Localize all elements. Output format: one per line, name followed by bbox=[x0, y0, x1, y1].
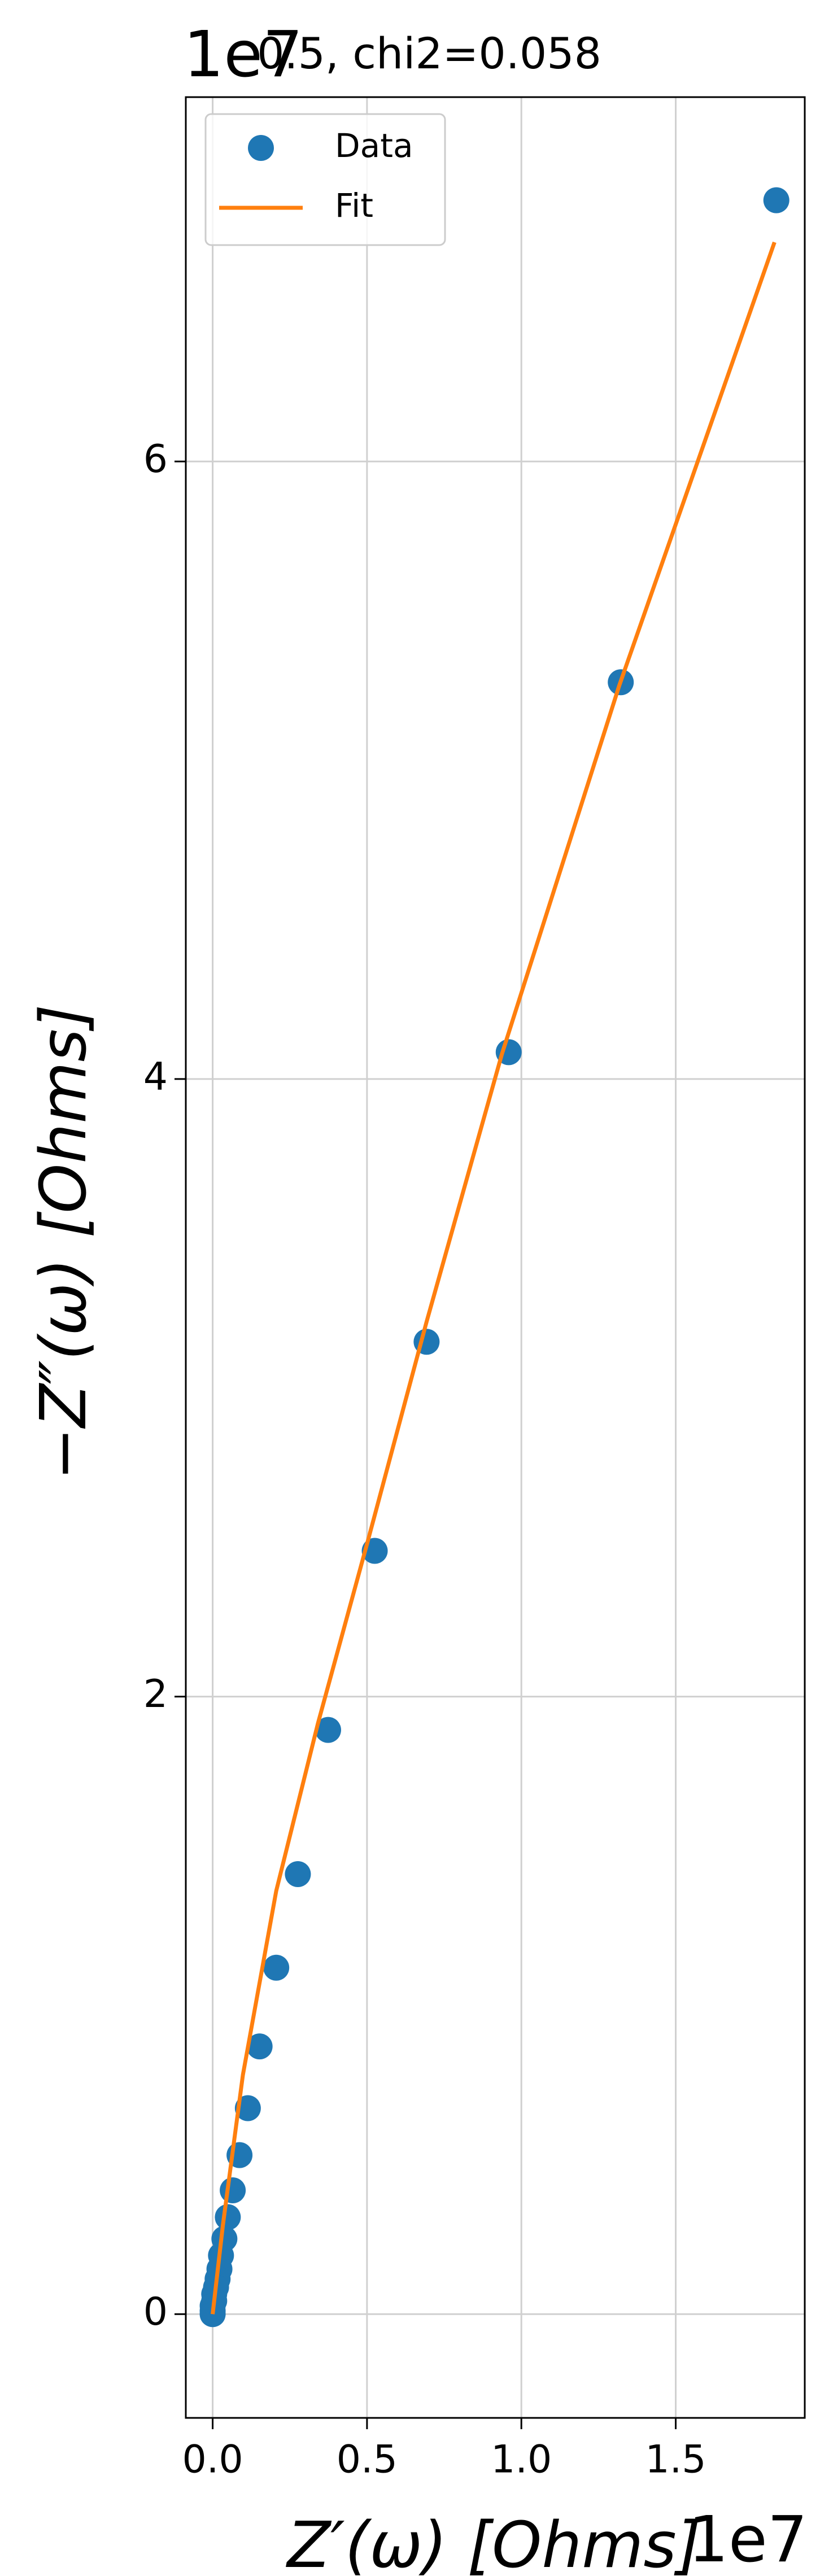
y-tick-label: 6 bbox=[143, 437, 168, 482]
data-point bbox=[234, 2095, 261, 2121]
y-offset: 1e7 bbox=[184, 18, 303, 91]
y-axis-label: −Z″(ω) [Ohms] bbox=[27, 1004, 101, 1480]
chart-title: 0.5, chi2=0.058 bbox=[257, 28, 601, 78]
data-point bbox=[246, 2033, 273, 2060]
x-tick-label: 0.5 bbox=[337, 2438, 398, 2482]
legend-label: Fit bbox=[335, 186, 373, 225]
y-tick-label: 0 bbox=[143, 2290, 168, 2334]
legend-marker bbox=[248, 135, 274, 161]
data-point bbox=[285, 1861, 311, 1888]
data-point bbox=[763, 187, 790, 213]
x-tick-label: 1.5 bbox=[645, 2438, 706, 2482]
fit-line bbox=[211, 241, 777, 2315]
y-tick-label: 2 bbox=[143, 1672, 168, 1717]
plot-frame bbox=[185, 96, 806, 2419]
legend-label: Data bbox=[335, 126, 413, 165]
data-point bbox=[263, 1954, 290, 1981]
x-axis-label: Z′(ω) [Ohms] bbox=[286, 2509, 701, 2576]
x-offset: 1e7 bbox=[688, 2503, 808, 2576]
y-tick-label: 4 bbox=[143, 1054, 168, 1099]
data-point bbox=[315, 1717, 341, 1743]
data-point bbox=[220, 2177, 246, 2203]
x-tick-label: 1.0 bbox=[491, 2438, 552, 2482]
x-tick-label: 0.0 bbox=[182, 2438, 243, 2482]
